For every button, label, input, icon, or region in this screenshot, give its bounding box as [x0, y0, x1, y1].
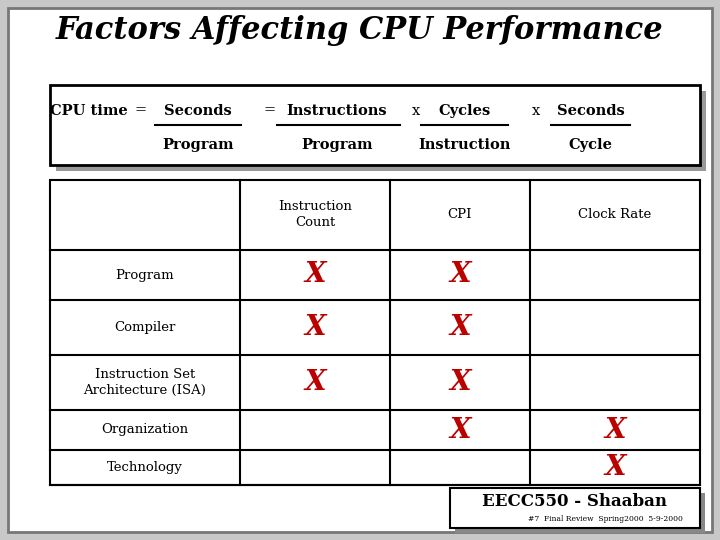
Text: CPI: CPI — [448, 208, 472, 221]
Text: X: X — [305, 369, 325, 396]
Text: Instruction
Count: Instruction Count — [278, 200, 352, 230]
Text: X: X — [305, 261, 325, 288]
Text: Program: Program — [162, 138, 234, 152]
FancyBboxPatch shape — [455, 493, 705, 533]
FancyBboxPatch shape — [8, 8, 712, 532]
Text: Cycle: Cycle — [568, 138, 613, 152]
Text: X: X — [604, 416, 626, 443]
Text: X: X — [449, 314, 471, 341]
Text: Instruction Set
Architecture (ISA): Instruction Set Architecture (ISA) — [84, 368, 207, 396]
Text: x: x — [412, 104, 420, 118]
FancyBboxPatch shape — [50, 85, 700, 165]
Text: Instruction: Instruction — [418, 138, 510, 152]
Text: Program: Program — [116, 268, 174, 281]
Text: =: = — [264, 104, 276, 118]
Text: EECC550 - Shaaban: EECC550 - Shaaban — [482, 494, 667, 510]
FancyBboxPatch shape — [56, 91, 706, 171]
Text: Seconds: Seconds — [164, 104, 232, 118]
Text: X: X — [604, 454, 626, 481]
Text: Seconds: Seconds — [557, 104, 624, 118]
Text: Factors Affecting CPU Performance: Factors Affecting CPU Performance — [56, 15, 664, 45]
Text: CPU time: CPU time — [50, 104, 128, 118]
Text: X: X — [305, 314, 325, 341]
Text: Technology: Technology — [107, 461, 183, 474]
Text: Instructions: Instructions — [287, 104, 387, 118]
FancyBboxPatch shape — [50, 180, 700, 485]
Text: X: X — [449, 369, 471, 396]
Text: Organization: Organization — [102, 423, 189, 436]
Text: X: X — [449, 416, 471, 443]
Text: Program: Program — [301, 138, 373, 152]
Text: Compiler: Compiler — [114, 321, 176, 334]
Text: #7  Final Review  Spring2000  5-9-2000: #7 Final Review Spring2000 5-9-2000 — [528, 515, 683, 523]
Text: Clock Rate: Clock Rate — [578, 208, 652, 221]
FancyBboxPatch shape — [450, 488, 700, 528]
Text: Cycles: Cycles — [438, 104, 490, 118]
Text: X: X — [449, 261, 471, 288]
Text: =: = — [135, 104, 146, 118]
Text: x: x — [532, 104, 541, 118]
